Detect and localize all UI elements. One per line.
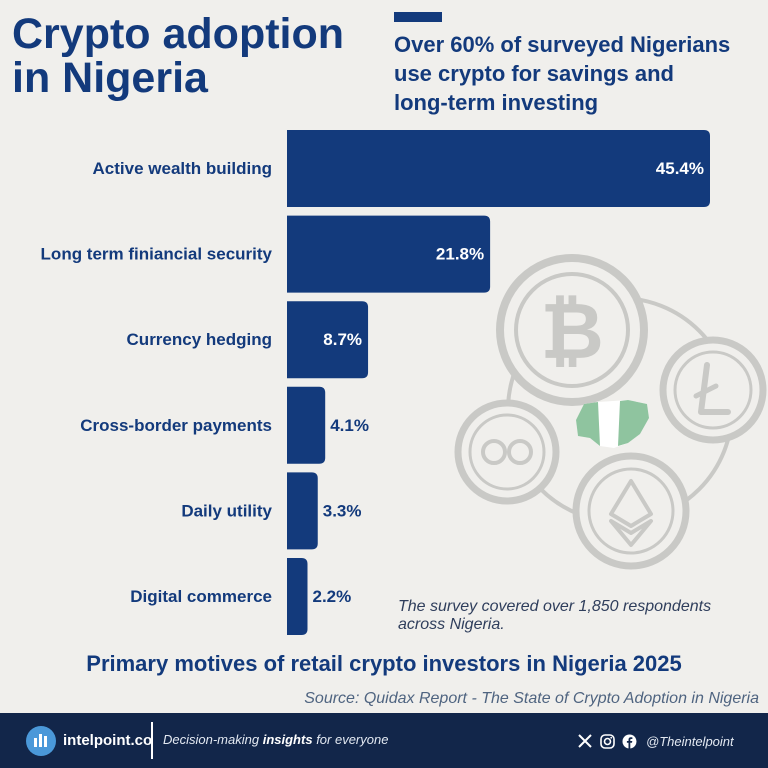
tagline-post: for everyone xyxy=(316,732,389,747)
nigeria-map-icon xyxy=(576,400,649,448)
category-label-cross-border-payments: Cross-border payments xyxy=(80,416,272,435)
ripple-coin-icon xyxy=(454,399,560,505)
bar-currency-hedging xyxy=(287,301,369,379)
title-line-1: Crypto adoption xyxy=(12,10,345,58)
tagline: Decision-making insights for everyone xyxy=(163,732,388,747)
value-label-cross-border-payments: 4.1% xyxy=(330,416,369,435)
value-label-long-term-finiancial-security: 21.8% xyxy=(436,245,484,264)
value-label-active-wealth-building: 45.4% xyxy=(656,159,704,178)
intelpoint-logo-icon[interactable] xyxy=(26,726,56,756)
tagline-pre: Decision-making xyxy=(163,732,260,747)
svg-text:₿: ₿ xyxy=(540,287,604,377)
subtitle-line-1: Over 60% of surveyed Nigerians xyxy=(394,32,731,57)
instagram-icon[interactable] xyxy=(599,733,615,749)
bar-active-wealth-building xyxy=(287,130,710,207)
value-label-currency-hedging: 8.7% xyxy=(323,330,362,349)
subtitle-accent-bar xyxy=(394,12,442,22)
value-label-digital-commerce: 2.2% xyxy=(312,587,351,606)
page-title: Crypto adoption in Nigeria xyxy=(12,12,382,100)
category-label-daily-utility: Daily utility xyxy=(181,501,272,520)
category-label-currency-hedging: Currency hedging xyxy=(127,330,272,349)
note-line-2: across Nigeria. xyxy=(398,616,505,633)
bars-group: Active wealth building 45.4% Long term fin… xyxy=(41,130,710,635)
subtitle-line-3: long-term investing xyxy=(394,90,599,115)
subtitle-line-2: use crypto for savings and xyxy=(394,61,674,86)
tagline-bold: insights xyxy=(262,732,313,747)
chart-title: Primary motives of retail crypto investo… xyxy=(86,651,682,676)
bitcoin-coin-icon: ₿ xyxy=(496,254,648,406)
social-links: @Theintelpoint xyxy=(577,730,734,752)
bar-long-term-finiancial-security xyxy=(287,215,491,293)
category-label-digital-commerce: Digital commerce xyxy=(130,587,272,606)
bar-daily-utility xyxy=(287,472,318,550)
subtitle: Over 60% of surveyed Nigerians use crypt… xyxy=(394,30,764,117)
title-line-2: in Nigeria xyxy=(12,54,208,102)
source-text: Source: Quidax Report - The State of Cry… xyxy=(304,690,759,707)
note-line-1: The survey covered over 1,850 respondent… xyxy=(398,598,712,615)
bar-chart: ₿ Active wealth building 45.4% Long term f… xyxy=(41,130,767,635)
x-icon[interactable] xyxy=(577,733,593,749)
litecoin-coin-icon xyxy=(659,336,767,444)
survey-note: The survey covered over 1,850 respondent… xyxy=(398,598,764,634)
facebook-icon[interactable] xyxy=(621,733,637,749)
category-label-active-wealth-building: Active wealth building xyxy=(93,159,272,178)
category-label-long-term-finiancial-security: Long term finiancial security xyxy=(41,245,273,264)
bar-cross-border-payments xyxy=(287,386,326,464)
brand-name[interactable]: intelpoint.co xyxy=(63,732,153,749)
crypto-coins-illustration: ₿ xyxy=(454,254,767,570)
value-label-daily-utility: 3.3% xyxy=(323,501,362,520)
footer-divider xyxy=(151,722,153,759)
ethereum-coin-icon xyxy=(572,452,690,570)
social-handle[interactable]: @Theintelpoint xyxy=(646,733,734,749)
bar-digital-commerce xyxy=(287,558,308,635)
footer-bar: intelpoint.co Decision-making insights f… xyxy=(0,713,768,768)
